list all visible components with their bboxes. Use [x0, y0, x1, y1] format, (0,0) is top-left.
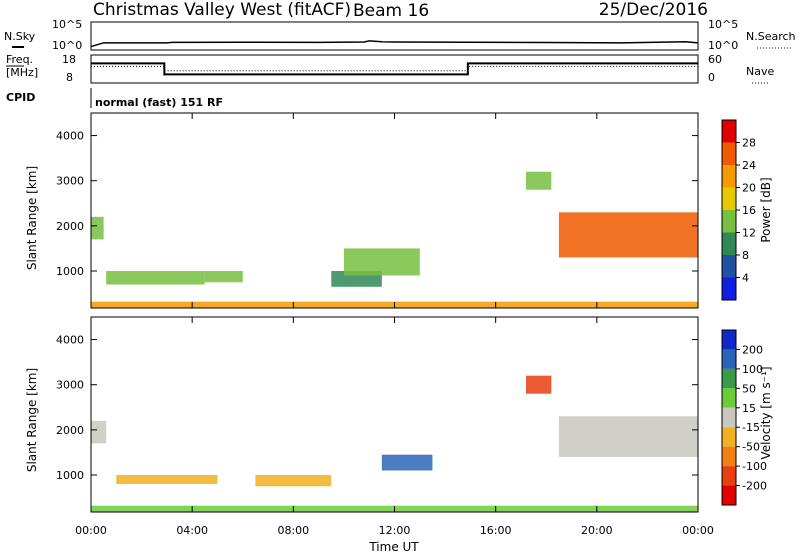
colorbar-tick-label: 200 — [742, 343, 763, 356]
colorbar-swatch — [722, 142, 736, 165]
x-tick-label: 00:00 — [75, 524, 107, 537]
velocity-colorbar: 200 100 50 15 -15 -50 -100 -200 — [721, 329, 767, 506]
colorbar-swatch — [722, 388, 736, 408]
scatter-region-1 — [106, 270, 205, 285]
colorbar-tick-label: 15 — [742, 402, 756, 415]
freq-right-tick-bottom: 0 — [708, 71, 715, 84]
scatter-region-3 — [381, 454, 433, 471]
x-tick-label: 00:00 — [682, 524, 714, 537]
scatter-region-6 — [558, 212, 698, 258]
colorbar-tick-label: 4 — [742, 272, 749, 285]
noise-sky-series — [90, 40, 699, 48]
scatter-region-5 — [526, 171, 552, 190]
colorbar-tick-label: -15 — [742, 421, 760, 434]
scatter-region-5 — [558, 416, 698, 457]
date-title: 25/Dec/2016 — [599, 0, 708, 20]
colorbar-swatch — [722, 485, 736, 505]
colorbar-tick-label: 8 — [742, 249, 749, 262]
y-tick-label: 3000 — [56, 175, 84, 188]
scatter-region-4 — [526, 375, 552, 394]
noise-left-label: N.Sky — [4, 30, 36, 43]
colorbar-swatch — [722, 330, 736, 350]
velocity-colorbar-label: Velocity [m s⁻¹] — [759, 366, 773, 459]
freq-left-tick-top: 18 — [62, 53, 76, 66]
nave-series — [91, 65, 698, 72]
colorbar-swatch — [722, 165, 736, 188]
scatter-region-0 — [91, 420, 107, 444]
colorbar-tick-label: 50 — [742, 382, 756, 395]
colorbar-swatch — [722, 210, 736, 233]
cpid-text: normal (fast) 151 RF — [95, 96, 223, 109]
noise-panel-frame — [90, 21, 699, 51]
noise-left-tick-bottom: 10^0 — [52, 39, 82, 52]
freq-left-label-1: Freq. — [6, 53, 33, 66]
freq-left-label-2: [MHz] — [6, 66, 38, 79]
colorbar-tick-label: -200 — [742, 480, 767, 493]
colorbar-swatch — [722, 120, 736, 143]
time-x-axis: 00:00 04:00 08:00 12:00 16:00 20:00 00:00 — [75, 113, 714, 537]
colorbar-tick-label: 20 — [742, 182, 756, 195]
colorbar-tick-label: 28 — [742, 137, 756, 150]
colorbar-swatch — [722, 466, 736, 486]
y-tick-label: 4000 — [56, 130, 84, 143]
y-tick-label: 2000 — [56, 424, 84, 437]
colorbar-swatch — [722, 349, 736, 369]
colorbar-tick-label: -50 — [742, 441, 760, 454]
x-tick-label: 12:00 — [379, 524, 411, 537]
colorbar-swatch — [722, 187, 736, 210]
noise-right-tick-top: 10^5 — [708, 18, 738, 31]
colorbar-swatch — [722, 427, 736, 447]
scatter-region-4 — [343, 248, 420, 276]
y-tick-label: 3000 — [56, 379, 84, 392]
x-axis-label: Time UT — [368, 540, 419, 554]
freq-left-tick-bottom: 8 — [66, 71, 73, 84]
x-tick-label: 20:00 — [581, 524, 613, 537]
colorbar-swatch — [722, 407, 736, 428]
y-tick-label: 1000 — [56, 265, 84, 278]
velocity-y-label: Slant Range [km] — [25, 368, 39, 472]
freq-panel-frame — [90, 54, 699, 84]
freq-series — [91, 62, 698, 76]
colorbar-swatch — [722, 232, 736, 255]
colorbar-swatch — [722, 255, 736, 278]
colorbar-tick-label: 100 — [742, 363, 763, 376]
beam-title: Beam 16 — [353, 1, 429, 21]
noise-left-tick-top: 10^5 — [52, 18, 82, 31]
x-tick-label: 08:00 — [277, 524, 309, 537]
colorbar-tick-label: 12 — [742, 227, 756, 240]
power-y-label: Slant Range [km] — [25, 166, 39, 270]
noise-right-label: N.Search — [746, 30, 796, 43]
power-colorbar: 28 24 20 16 12 8 4 — [721, 119, 756, 301]
y-tick-label: 2000 — [56, 220, 84, 233]
colorbar-tick-label: 16 — [742, 204, 756, 217]
freq-right-tick-top: 60 — [708, 53, 722, 66]
x-tick-label: 16:00 — [480, 524, 512, 537]
velocity-y-axis: 1000 2000 3000 4000 — [56, 334, 698, 482]
station-title: Christmas Valley West (fitACF) — [93, 0, 351, 20]
colorbar-tick-label: -100 — [742, 460, 767, 473]
scatter-region-0 — [91, 216, 104, 240]
velocity-scatter-cells — [91, 375, 698, 512]
cpid-label: CPID — [6, 91, 35, 104]
colorbar-swatch — [722, 446, 736, 467]
colorbar-swatch — [722, 277, 736, 300]
scatter-region-1 — [116, 474, 218, 485]
freq-right-label: Nave — [746, 65, 774, 78]
scatter-region-2 — [255, 474, 332, 487]
colorbar-swatch — [722, 368, 736, 389]
scatter-region-2 — [204, 270, 243, 283]
power-colorbar-label: Power [dB] — [759, 177, 773, 242]
x-tick-label: 04:00 — [176, 524, 208, 537]
colorbar-frame — [721, 329, 737, 506]
power-y-axis: 1000 2000 3000 4000 — [56, 130, 698, 278]
colorbar-tick-label: 24 — [742, 159, 756, 172]
y-tick-label: 1000 — [56, 469, 84, 482]
noise-right-tick-bottom: 10^0 — [708, 39, 738, 52]
y-tick-label: 4000 — [56, 334, 84, 347]
power-scatter-cells — [91, 171, 698, 308]
